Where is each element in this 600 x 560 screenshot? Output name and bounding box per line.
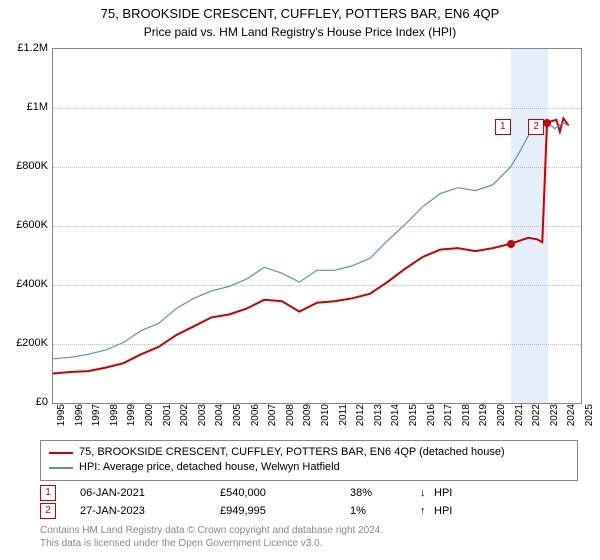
transaction-price-1: £540,000 [220, 487, 350, 499]
x-tick-label: 2023 [549, 404, 560, 426]
legend-swatch-hpi [49, 467, 73, 469]
legend-item-property: 75, BROOKSIDE CRESCENT, CUFFLEY, POTTERS… [49, 445, 569, 460]
transaction-row-1: 1 06-JAN-2021 £540,000 38% ↓ HPI [40, 484, 560, 502]
x-tick-label: 2004 [214, 404, 225, 426]
chart-lines [53, 49, 581, 403]
chart-plot-area: 12 [52, 48, 582, 404]
legend-label-hpi: HPI: Average price, detached house, Welw… [79, 460, 340, 475]
x-tick-label: 2008 [285, 404, 296, 426]
x-tick-label: 2001 [162, 404, 173, 426]
transaction-hpi-label-2: HPI [434, 505, 474, 517]
chart-callout-1: 1 [495, 119, 511, 135]
x-tick-label: 2000 [144, 404, 155, 426]
x-tick-label: 1999 [126, 404, 137, 426]
x-tick-label: 2010 [320, 404, 331, 426]
transaction-marker-1 [507, 240, 515, 248]
footer-attribution: Contains HM Land Registry data © Crown c… [40, 524, 383, 550]
transaction-hpi-label-1: HPI [434, 487, 474, 499]
x-tick-label: 1996 [74, 404, 85, 426]
y-tick-label: £800K [4, 160, 48, 172]
x-tick-label: 2017 [443, 404, 454, 426]
x-tick-label: 1998 [109, 404, 120, 426]
series-line-property [53, 118, 569, 373]
transaction-callout-1: 1 [40, 485, 56, 501]
x-tick-label: 2012 [355, 404, 366, 426]
series-line-hpi [53, 120, 569, 359]
transaction-delta-1: 38% [350, 487, 420, 499]
x-tick-label: 2003 [197, 404, 208, 426]
legend-item-hpi: HPI: Average price, detached house, Welw… [49, 460, 569, 475]
x-tick-label: 2011 [338, 404, 349, 426]
y-tick-label: £1M [4, 101, 48, 113]
x-tick-label: 2022 [531, 404, 542, 426]
x-tick-label: 2013 [373, 404, 384, 426]
footer-line-2: This data is licensed under the Open Gov… [40, 537, 383, 550]
x-tick-label: 2014 [390, 404, 401, 426]
x-tick-label: 2018 [461, 404, 472, 426]
arrow-up-icon: ↑ [420, 505, 434, 517]
footer-line-1: Contains HM Land Registry data © Crown c… [40, 524, 383, 537]
x-tick-label: 2025 [584, 404, 595, 426]
transaction-callout-2: 2 [40, 503, 56, 519]
x-tick-label: 2020 [496, 404, 507, 426]
legend-swatch-property [49, 452, 73, 454]
x-tick-label: 2002 [179, 404, 190, 426]
y-tick-label: £600K [4, 219, 48, 231]
y-tick-label: £1.2M [4, 42, 48, 54]
x-tick-label: 2006 [250, 404, 261, 426]
legend: 75, BROOKSIDE CRESCENT, CUFFLEY, POTTERS… [40, 440, 578, 481]
transaction-table: 1 06-JAN-2021 £540,000 38% ↓ HPI 2 27-JA… [40, 484, 560, 520]
transaction-row-2: 2 27-JAN-2023 £949,995 1% ↑ HPI [40, 502, 560, 520]
transaction-date-2: 27-JAN-2023 [80, 505, 220, 517]
transaction-price-2: £949,995 [220, 505, 350, 517]
legend-label-property: 75, BROOKSIDE CRESCENT, CUFFLEY, POTTERS… [79, 445, 505, 460]
x-tick-label: 2015 [408, 404, 419, 426]
arrow-down-icon: ↓ [420, 487, 434, 499]
y-tick-label: £400K [4, 278, 48, 290]
x-tick-label: 2024 [566, 404, 577, 426]
x-tick-label: 2009 [302, 404, 313, 426]
y-tick-label: £200K [4, 337, 48, 349]
transaction-delta-2: 1% [350, 505, 420, 517]
transaction-date-1: 06-JAN-2021 [80, 487, 220, 499]
x-tick-label: 2007 [267, 404, 278, 426]
x-tick-label: 2005 [232, 404, 243, 426]
x-tick-label: 2021 [514, 404, 525, 426]
chart-title: 75, BROOKSIDE CRESCENT, CUFFLEY, POTTERS… [0, 0, 600, 23]
x-tick-label: 2019 [478, 404, 489, 426]
transaction-marker-2 [543, 119, 551, 127]
x-tick-label: 2016 [426, 404, 437, 426]
x-tick-label: 1995 [56, 404, 67, 426]
y-tick-label: £0 [4, 396, 48, 408]
x-tick-label: 1997 [91, 404, 102, 426]
chart-callout-2: 2 [528, 119, 544, 135]
chart-subtitle: Price paid vs. HM Land Registry's House … [0, 23, 600, 39]
